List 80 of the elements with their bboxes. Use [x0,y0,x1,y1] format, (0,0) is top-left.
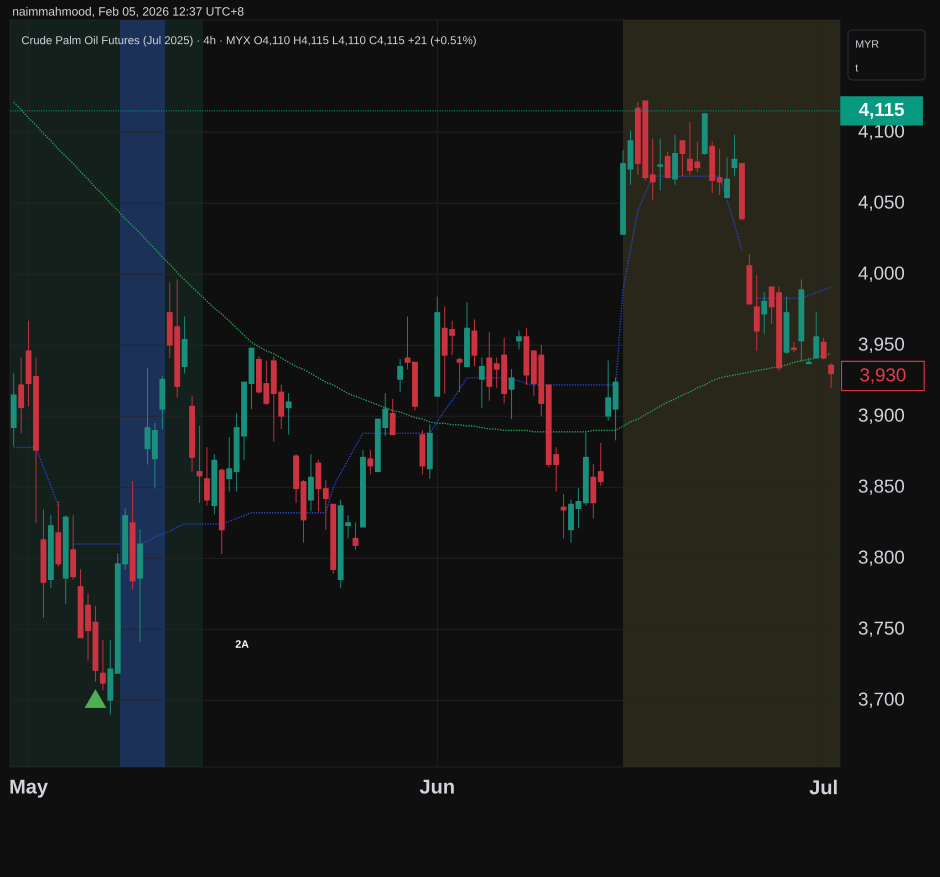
candlestick [196,426,202,504]
y-tick-label: 3,950 [858,337,904,353]
candlestick [732,134,738,177]
candlestick [55,500,62,568]
y-tick-label: 4,000 [858,266,904,282]
y-tick-label: 3,800 [858,550,904,566]
candlestick [189,396,195,472]
candlestick [784,296,790,354]
candlestick [374,418,381,472]
candlestick [798,279,804,362]
candlestick [739,162,745,221]
candlestick [680,140,686,177]
y-tick-label: 3,750 [858,622,904,637]
candlestick [100,640,106,691]
candlestick [137,529,143,642]
candlestick [590,464,596,519]
candlestick [516,330,522,350]
text: 3,930 [860,368,906,384]
candlestick [486,332,492,402]
candlestick [122,508,128,570]
candlestick [211,454,218,515]
candlestick [508,368,514,420]
candlestick [828,363,834,388]
candlestick [813,312,820,358]
annotation: 2A [236,640,249,648]
candlestick [761,292,768,334]
x-tick-label: Jul [810,780,837,794]
candlestick [174,279,180,398]
x-tick-label: Jun [420,780,454,794]
candlestick [426,424,433,480]
x-tick-label: May [10,780,48,798]
candlestick [218,468,225,554]
candlestick [820,338,827,360]
candlestick [806,358,812,364]
candlestick [107,640,114,715]
candlestick [464,302,470,367]
y-tick-label: 3,850 [858,479,904,495]
candlestick [434,296,440,397]
candlestick [478,358,485,408]
candlestick [664,152,671,178]
candlestick [182,316,188,374]
candlestick [456,358,462,393]
candlestick [18,358,24,434]
candlestick [10,373,17,446]
candlestick [382,393,388,437]
candlestick [352,522,358,550]
candlestick [159,376,166,430]
text: Crude Palm Oil Futures (Jul 2025) · 4h · MYX O4,110 H4,115 L4,110 C4,115 +21 (+0.51%) [22,36,476,46]
text: t [855,64,858,72]
candlestick [367,450,374,475]
candlestick [70,515,76,580]
candlestick [657,138,664,191]
candlestick [419,430,426,475]
y-tick-label: 3,900 [858,408,904,424]
text: MYR [856,40,878,48]
candlestick [130,481,136,590]
candlestick [471,319,478,367]
candlestick [278,384,284,430]
candlestick [560,494,567,539]
candlestick [672,134,678,186]
candlestick [791,342,797,353]
candlestick [48,515,54,589]
candlestick [114,553,121,674]
candlestick [286,393,292,436]
y-tick-label: 4,050 [858,195,904,211]
candlestick [166,282,173,358]
candlestick [330,504,336,574]
candlestick [204,446,210,506]
text: naimmahmood, Feb 05, 2026 12:37 UTC+8 [13,6,244,18]
candlestick [746,254,752,304]
candlestick [702,113,708,156]
candlestick [360,450,366,528]
candlestick [40,509,46,618]
candlestick [397,358,404,393]
candlestick [390,398,396,436]
y-tick-label: 3,700 [858,692,904,708]
ref-line-label: 4,115 [859,103,904,119]
candlestick [62,515,69,604]
candlestick [724,157,730,198]
candlestick [308,454,314,512]
